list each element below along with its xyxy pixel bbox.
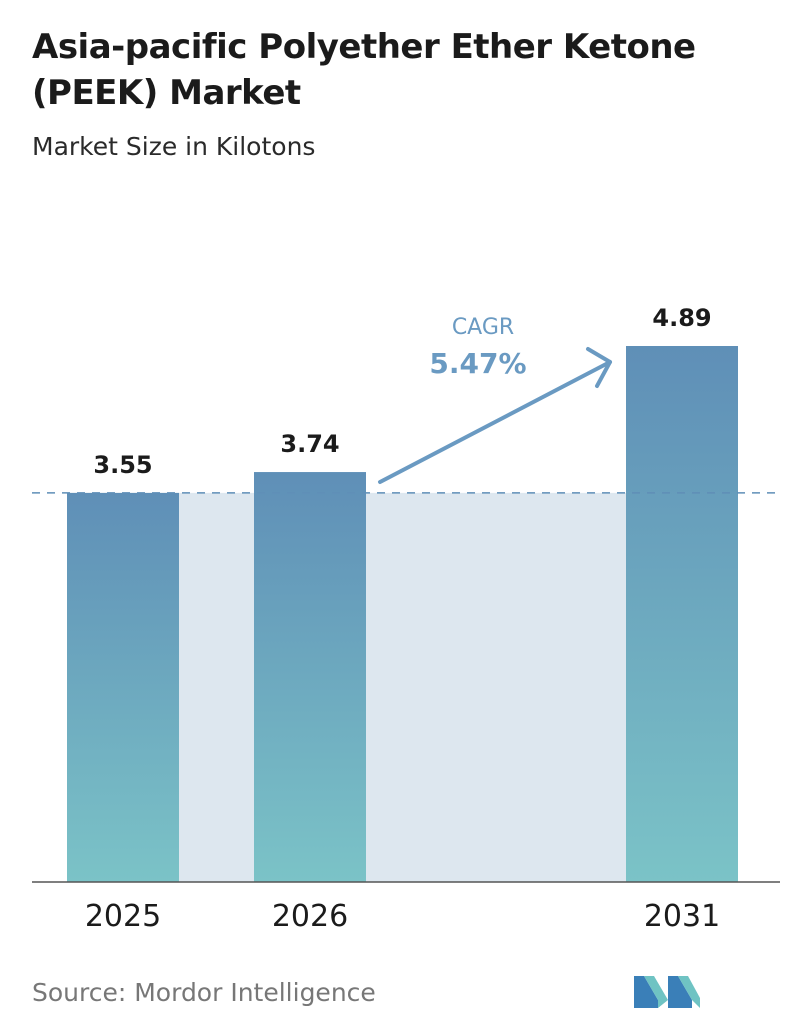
cagr-label: CAGR — [452, 315, 514, 340]
mordor-intelligence-logo-icon — [634, 976, 700, 1008]
cagr-arrow-line — [378, 360, 612, 484]
data-label-2025: 3.55 — [93, 451, 152, 479]
comparison-band — [179, 492, 254, 882]
chart-subtitle: Market Size in Kilotons — [32, 132, 316, 161]
bar-2026 — [254, 472, 366, 882]
comparison-band — [366, 492, 626, 882]
cagr-annotation: CAGR 5.47% — [378, 315, 612, 484]
x-tick-label-2031: 2031 — [644, 899, 720, 934]
x-tick-label-2026: 2026 — [272, 899, 348, 934]
bar-2025 — [67, 492, 179, 882]
source-note: Source: Mordor Intelligence — [32, 978, 376, 1007]
cagr-value: 5.47% — [429, 347, 526, 380]
data-label-2031: 4.89 — [652, 304, 711, 332]
cagr-arrow-head — [586, 347, 612, 388]
chart-title: Asia-pacific Polyether Ether Ketone (PEE… — [32, 27, 696, 113]
data-label-2026: 3.74 — [280, 430, 339, 458]
bar-2031 — [626, 346, 738, 882]
x-tick-label-2025: 2025 — [85, 899, 161, 934]
